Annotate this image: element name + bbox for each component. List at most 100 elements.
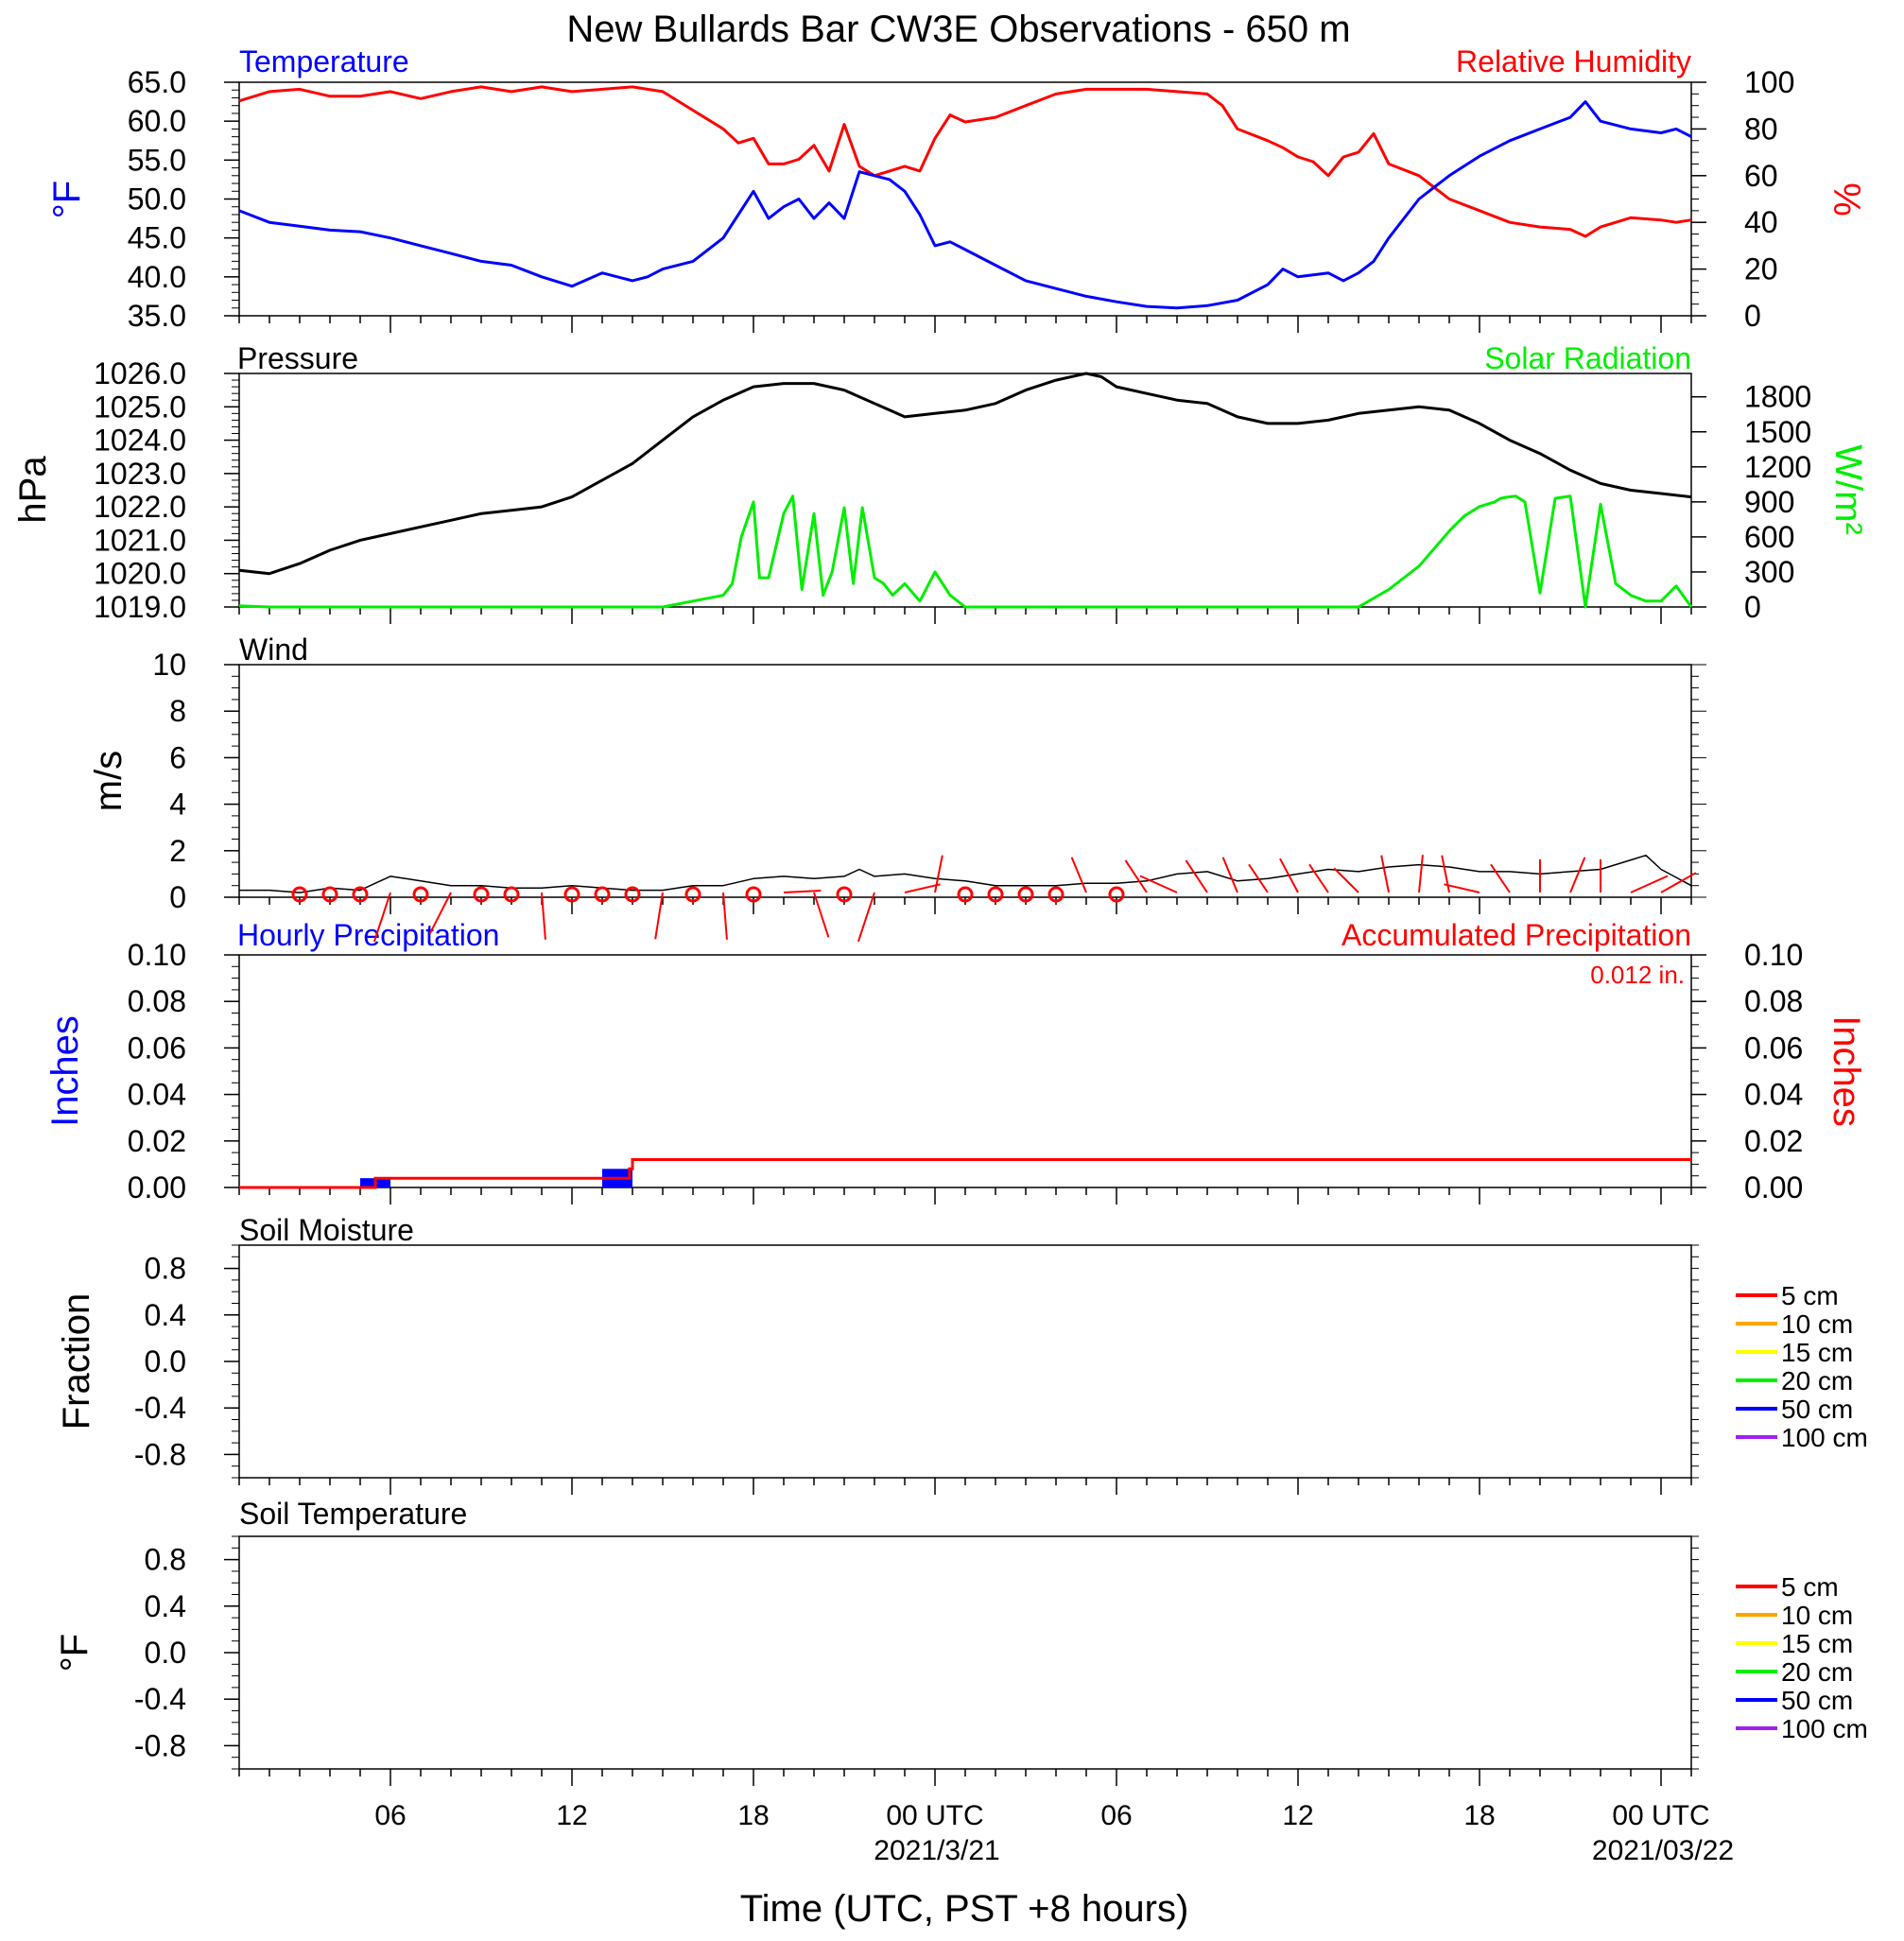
solar-unit-label: W/m² <box>1827 444 1869 535</box>
y-tick-label: 0.08 <box>128 984 186 1018</box>
y-tick-label: 80 <box>1744 112 1778 146</box>
date-label-1: 2021/3/21 <box>874 1835 999 1866</box>
solar-title: Solar Radiation <box>1484 341 1691 375</box>
y-tick-label: 0.04 <box>1744 1078 1803 1112</box>
wind-calm-marker <box>594 886 611 903</box>
wind-barb <box>1139 875 1178 893</box>
accumulated-precip-line <box>239 1158 1691 1189</box>
panel-frame-pressure-solar <box>238 373 1692 608</box>
wind-barb <box>1248 863 1269 893</box>
wind-barb <box>1124 859 1148 893</box>
y-tick-label: 40.0 <box>128 260 186 294</box>
wind-barb <box>857 892 875 943</box>
accum-precip-title: Accumulated Precipitation <box>1341 918 1691 952</box>
y-tick-label: 0.10 <box>128 938 186 972</box>
soil-temperature-legend-label: 50 cm <box>1781 1686 1853 1715</box>
accum-precip-total: 0.012 in. <box>1590 961 1685 989</box>
panel-frame-temp-rh <box>238 81 1692 317</box>
wind-calm-marker <box>412 886 429 903</box>
y-tick-label: 2 <box>169 834 186 868</box>
wind-calm-marker <box>291 886 308 903</box>
soil-temperature-legend-label: 20 cm <box>1781 1657 1853 1687</box>
y-tick-label: 1024.0 <box>94 424 186 458</box>
wind-barb <box>428 892 452 935</box>
wind-title: Wind <box>239 633 308 667</box>
y-tick-label: 1025.0 <box>94 390 186 424</box>
y-tick-label: 1020.0 <box>94 557 186 591</box>
wind-calm-marker <box>745 886 762 903</box>
x-tick-label: 12 <box>556 1800 587 1831</box>
y-tick-label: 0.0 <box>145 1344 186 1378</box>
y-tick-label: -0.4 <box>134 1391 186 1425</box>
y-tick-label: 0.00 <box>1744 1170 1803 1204</box>
y-tick-label: 0 <box>169 880 186 914</box>
y-tick-label: 0.8 <box>145 1543 186 1577</box>
y-tick-label: 60 <box>1744 159 1778 193</box>
panel-frame-precip <box>238 954 1692 1188</box>
soil-moisture-legend-label: 10 cm <box>1781 1309 1853 1339</box>
y-tick-label: 100 <box>1744 65 1794 99</box>
wind-barb <box>1070 857 1087 893</box>
chart-title: New Bullards Bar CW3E Observations - 650… <box>566 9 1350 50</box>
y-tick-label: 0.08 <box>1744 984 1803 1018</box>
temperature-title: Temperature <box>239 44 409 78</box>
accum-precip-unit-label: Inches <box>1826 1015 1867 1127</box>
y-tick-label: 0.0 <box>145 1636 186 1670</box>
y-tick-label: 4 <box>169 788 186 822</box>
wind-barb <box>1185 859 1208 893</box>
y-tick-label: 0 <box>1744 299 1761 333</box>
wind-calm-marker <box>321 886 338 903</box>
soil-moisture-legend-label: 20 cm <box>1781 1366 1853 1395</box>
y-tick-label: 20 <box>1744 252 1778 286</box>
date-label-2: 2021/03/22 <box>1592 1835 1734 1866</box>
hourly-precip-title: Hourly Precipitation <box>237 918 499 952</box>
data-series <box>238 85 1697 1189</box>
soil-moisture-legend-label: 5 cm <box>1781 1281 1839 1310</box>
wind-calm-marker <box>1108 886 1125 903</box>
humidity-title: Relative Humidity <box>1456 44 1691 78</box>
wind-barb <box>372 892 391 943</box>
wind-calm-marker <box>624 886 641 903</box>
x-tick-label: 00 UTC <box>1612 1800 1709 1831</box>
soil-temperature-title: Soil Temperature <box>239 1497 467 1531</box>
y-tick-label: 0.00 <box>128 1170 186 1204</box>
wind-calm-marker <box>1047 886 1065 903</box>
y-tick-label: 45.0 <box>128 221 186 255</box>
wind-calm-marker <box>563 886 580 903</box>
wind-barb <box>1380 855 1390 893</box>
pressure-unit-label: hPa <box>12 456 54 524</box>
wind-barb <box>1490 863 1511 893</box>
temp-unit-label: °F <box>46 181 88 218</box>
y-tick-label: 1200 <box>1744 450 1811 484</box>
wind-unit-label: m/s <box>88 751 130 811</box>
wind-barb <box>1660 872 1697 893</box>
y-tick-label: 65.0 <box>128 65 186 99</box>
wind-barb <box>1630 875 1669 893</box>
y-tick-label: 0.04 <box>128 1078 186 1112</box>
wind-calm-marker <box>684 886 701 903</box>
soil-temperature-legend-label: 5 cm <box>1781 1572 1839 1602</box>
panel-frame-soil-temperature <box>238 1535 1692 1770</box>
wind-barb <box>813 892 830 938</box>
soil-temperature-legend-label: 10 cm <box>1781 1601 1853 1630</box>
y-tick-label: 35.0 <box>128 299 186 333</box>
soil-temperature-unit-label: °F <box>54 1634 95 1672</box>
y-tick-label: -0.8 <box>134 1437 186 1471</box>
soil-temperature-legend-label: 100 cm <box>1781 1714 1868 1743</box>
x-tick-label: 06 <box>374 1800 406 1831</box>
wind-calm-marker <box>473 886 490 903</box>
panel-frame-wind <box>238 664 1692 898</box>
y-tick-label: -0.8 <box>134 1728 186 1762</box>
y-tick-label: 600 <box>1744 520 1794 554</box>
pressure-title: Pressure <box>237 341 358 375</box>
soil-moisture-legend-label: 50 cm <box>1781 1395 1853 1424</box>
humidity-unit-label: % <box>1826 182 1867 217</box>
y-tick-label: 8 <box>169 694 186 728</box>
y-tick-label: 1022.0 <box>94 490 186 524</box>
y-tick-label: 0.10 <box>1744 938 1803 972</box>
wind-barb <box>1441 855 1450 893</box>
y-tick-label: 0.4 <box>145 1589 186 1623</box>
panel-frame-soil-moisture <box>238 1244 1692 1479</box>
